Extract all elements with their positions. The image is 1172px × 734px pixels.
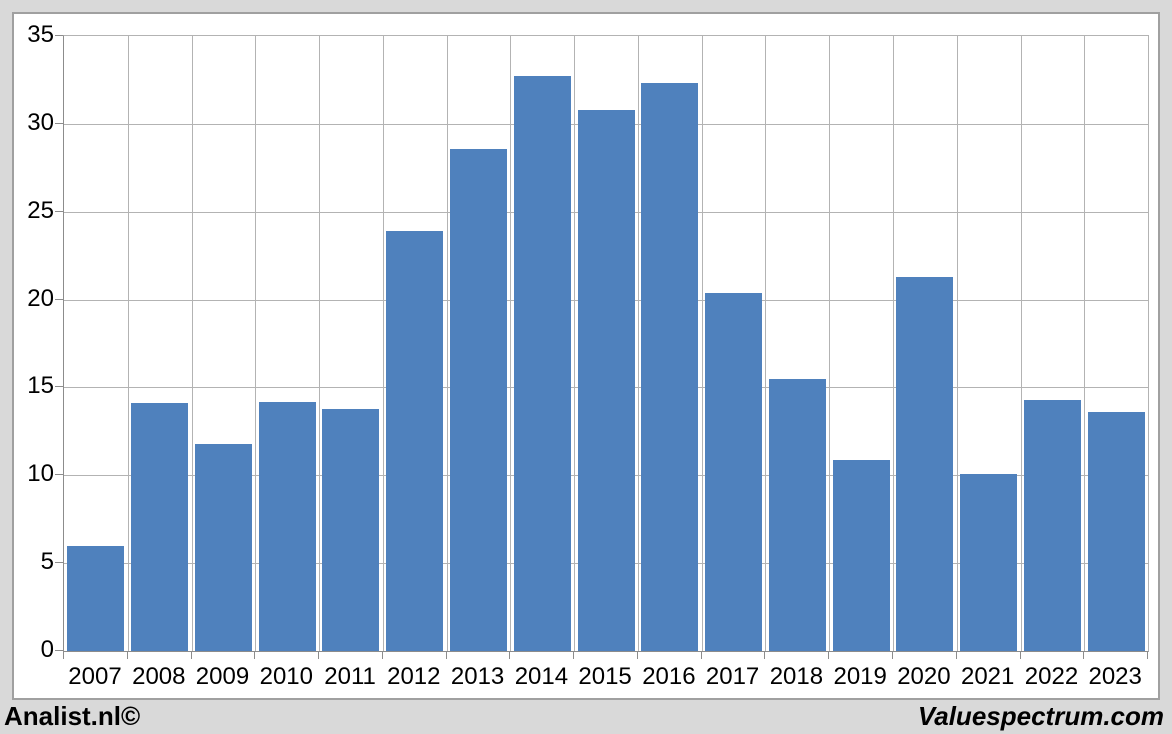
x-tick-mark-6 (445, 651, 447, 659)
x-tick-mark-7 (509, 651, 511, 659)
gridline-x-12 (829, 36, 831, 651)
chart-canvas: 0 5 10 15 20 25 30 35 2007 2008 2009 2010 2011 2012 2… (12, 12, 1160, 700)
x-tick-mark-16 (1083, 651, 1085, 659)
gridline-x-7 (510, 36, 512, 651)
y-tick-label-20: 20 (27, 284, 54, 312)
y-tick-mark-25 (55, 210, 63, 212)
x-tick-mark-9 (636, 651, 638, 659)
gridline-x-5 (382, 36, 384, 651)
y-tick-mark-15 (55, 386, 63, 388)
bar-2007 (67, 545, 125, 651)
y-tick-label-15: 15 (27, 372, 54, 400)
bar-2022 (1023, 399, 1081, 651)
bar-2017 (705, 292, 762, 651)
bar-2023 (1087, 412, 1145, 651)
x-tick-label-2017: 2017 (705, 663, 760, 690)
gridline-x-3 (255, 36, 257, 651)
bar-2021 (960, 473, 1018, 651)
x-tick-mark-10 (700, 651, 702, 659)
y-tick-mark-20 (55, 298, 63, 300)
x-tick-mark-11 (764, 651, 766, 659)
x-tick-label-2010: 2010 (259, 663, 313, 690)
x-tick-mark-13 (891, 651, 893, 659)
x-tick-label-2022: 2022 (1024, 663, 1079, 690)
x-tick-mark-14 (955, 651, 957, 659)
y-tick-mark-10 (55, 474, 63, 476)
x-tick-label-2008: 2008 (132, 663, 186, 690)
gridline-x-15 (1020, 36, 1022, 651)
gridline-x-14 (956, 36, 958, 651)
bar-2009 (194, 443, 252, 651)
x-tick-label-2019: 2019 (833, 663, 887, 690)
gridline-x-9 (637, 36, 639, 651)
x-tick-mark-15 (1019, 651, 1021, 659)
gridline-x-13 (892, 36, 894, 651)
y-tick-label-25: 25 (27, 196, 54, 224)
y-tick-label-30: 30 (27, 108, 54, 136)
gridline-x-8 (574, 36, 576, 651)
gridline-x-16 (1084, 36, 1086, 651)
bar-2010 (258, 401, 316, 651)
bar-2016 (641, 83, 699, 651)
gridline-x-1 (127, 36, 129, 651)
y-tick-label-5: 5 (40, 548, 54, 576)
x-tick-mark-3 (254, 651, 256, 659)
analist-brand-label: Analist.nl© (4, 701, 141, 731)
x-tick-label-2012: 2012 (387, 663, 441, 690)
bar-2013 (450, 148, 507, 651)
x-tick-label-2023: 2023 (1088, 663, 1142, 690)
x-tick-label-2013: 2013 (450, 663, 505, 690)
y-tick-label-0: 0 (40, 636, 54, 663)
x-tick-label-2020: 2020 (897, 663, 951, 690)
x-tick-mark-17 (1147, 651, 1148, 659)
bar-2019 (832, 459, 890, 651)
y-tick-mark-30 (55, 122, 63, 124)
gridline-x-2 (191, 36, 193, 651)
bar-2015 (577, 109, 635, 651)
x-tick-label-2018: 2018 (769, 663, 824, 690)
gridline-x-6 (446, 36, 448, 651)
y-tick-mark-0 (55, 650, 63, 651)
bar-2018 (768, 378, 826, 651)
x-tick-label-2014: 2014 (514, 663, 569, 690)
x-tick-mark-4 (318, 651, 320, 659)
bar-2008 (131, 403, 189, 651)
gridline-x-10 (701, 36, 703, 651)
x-tick-mark-8 (573, 651, 575, 659)
footer-bar: Analist.nl© Valuespectrum.com (0, 700, 1172, 734)
x-tick-label-2016: 2016 (642, 663, 696, 690)
y-tick-label-35: 35 (27, 21, 54, 48)
y-tick-mark-35 (55, 35, 63, 36)
x-tick-mark-12 (828, 651, 830, 659)
x-tick-mark-2 (190, 651, 192, 659)
x-tick-mark-1 (126, 651, 128, 659)
bar-2011 (322, 408, 380, 651)
x-tick-label-2009: 2009 (195, 663, 250, 690)
y-tick-mark-5 (55, 562, 63, 564)
bar-2012 (386, 231, 444, 651)
x-tick-label-2011: 2011 (324, 663, 376, 690)
x-tick-label-2007: 2007 (68, 663, 122, 690)
x-tick-mark-0 (63, 651, 64, 659)
x-tick-label-2015: 2015 (578, 663, 632, 690)
x-tick-label-2021: 2021 (960, 663, 1015, 690)
bar-2020 (896, 276, 954, 651)
gridline-x-11 (765, 36, 767, 651)
y-tick-label-10: 10 (27, 460, 54, 488)
valuespectrum-brand-label: Valuespectrum.com (917, 701, 1164, 731)
bar-2014 (513, 76, 571, 651)
gridline-x-4 (319, 36, 321, 651)
plot-area (63, 35, 1149, 652)
x-tick-mark-5 (381, 651, 383, 659)
